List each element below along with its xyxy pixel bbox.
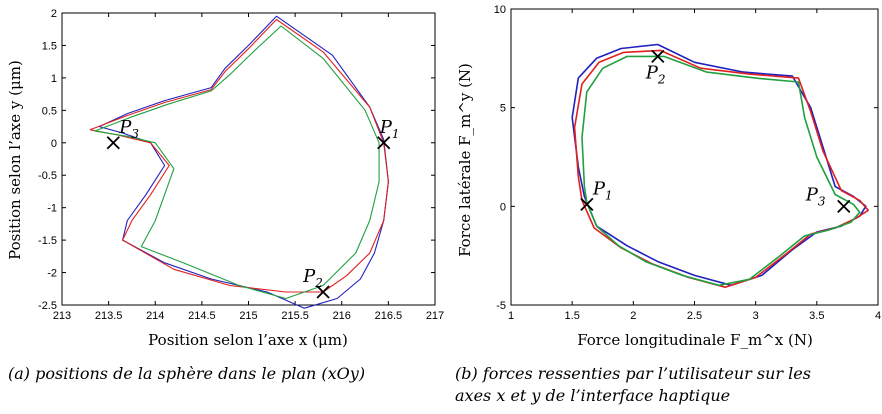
y-tick-label: -2	[47, 268, 57, 280]
chart-b-ylabel: Force latérale F_m^y (N)	[456, 63, 474, 257]
chart-a-xlabel: Position selon l’axe x (μm)	[148, 331, 348, 349]
point-marker-p3	[837, 199, 851, 213]
y-tick-label: 10	[494, 4, 506, 16]
x-tick-label: 213	[53, 310, 71, 322]
series-line-1	[99, 15, 389, 309]
x-tick-label: 3	[753, 310, 759, 322]
x-tick-label: 4	[875, 310, 881, 322]
chart-b-ticks: 1 1.5 2 2.5 3 3.5 4 10 5 0 -5	[494, 4, 881, 322]
y-tick-label: 1.5	[42, 40, 57, 52]
x-tick-label: 216	[333, 310, 351, 322]
y-tick-label: 0	[500, 201, 506, 213]
point-marker-p1	[580, 197, 594, 211]
chart-b: 1 1.5 2 2.5 3 3.5 4 10 5 0 -5 P1 P2 P3 Force longitu…	[455, 4, 881, 405]
point-marker-p2	[316, 285, 330, 299]
point-marker-p3	[106, 136, 120, 150]
chart-a-caption: (a) positions de la sphère dans le plan …	[8, 364, 365, 383]
y-tick-label: 0.5	[42, 105, 57, 117]
y-tick-label: -0.5	[38, 170, 57, 182]
x-tick-label: 215	[239, 310, 257, 322]
x-tick-label: 214	[146, 310, 164, 322]
y-tick-label: 5	[500, 103, 506, 115]
chart-b-caption: (b) forces ressenties par l’utilisateur …	[455, 364, 811, 405]
point-label-p2: P2	[302, 266, 323, 290]
chart-a-ticks: 213 213.5 214 214.5 215 215.5 216 216.5 217 2 1.5 1…	[38, 8, 444, 322]
y-tick-label: -5	[496, 300, 506, 312]
chart-b-points: P1 P2 P3	[580, 49, 851, 213]
series-line-3	[581, 55, 861, 287]
x-tick-label: 2.5	[687, 310, 702, 322]
y-tick-label: -2.5	[38, 300, 57, 312]
point-label-p1: P1	[379, 117, 400, 141]
point-marker-p1	[377, 136, 391, 150]
chart-b-xlabel: Force longitudinale F_m^x (N)	[577, 331, 813, 349]
chart-b-frame	[510, 8, 879, 306]
point-label-p2: P2	[645, 62, 666, 86]
chart-a-series	[89, 15, 389, 309]
chart-a-points: P1 P2 P3	[106, 117, 400, 299]
series-line-2	[573, 49, 869, 288]
x-tick-label: 216.5	[375, 310, 403, 322]
point-label-p1: P1	[592, 178, 613, 202]
chart-b-series	[571, 43, 869, 288]
series-line-3	[94, 25, 380, 300]
y-tick-label: 2	[51, 8, 57, 20]
x-tick-label: 1.5	[565, 310, 580, 322]
x-tick-label: 217	[426, 310, 444, 322]
point-label-p3: P3	[805, 184, 826, 208]
series-line-1	[571, 43, 867, 287]
chart-a: 213 213.5 214 214.5 215 215.5 216 216.5 217 2 1.5 1…	[6, 8, 444, 383]
x-tick-label: 3.5	[809, 310, 824, 322]
x-tick-label: 213.5	[95, 310, 123, 322]
x-tick-label: 215.5	[281, 310, 309, 322]
y-tick-label: -1.5	[38, 235, 57, 247]
x-tick-label: 2	[630, 310, 636, 322]
series-line-2	[89, 18, 389, 293]
chart-a-ylabel: Position selon l’axe y (μm)	[6, 60, 24, 260]
point-label-p3: P3	[118, 117, 139, 141]
y-tick-label: 1	[51, 73, 57, 85]
y-tick-label: -1	[47, 203, 57, 215]
y-tick-label: 0	[51, 138, 57, 150]
x-tick-label: 1	[508, 310, 514, 322]
x-tick-label: 214.5	[188, 310, 216, 322]
point-marker-p2	[651, 49, 665, 63]
